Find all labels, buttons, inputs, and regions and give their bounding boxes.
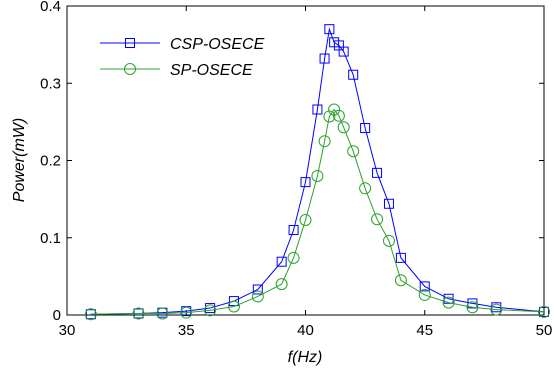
legend-label: SP-OSECE	[170, 62, 253, 79]
data-point-marker	[372, 167, 383, 178]
legend-marker	[124, 63, 136, 75]
data-point-marker	[395, 252, 406, 263]
data-point-marker	[251, 290, 264, 303]
data-point-marker	[338, 46, 349, 57]
data-point-marker	[538, 305, 550, 318]
y-tick-label: 0.2	[40, 153, 61, 170]
data-point-marker	[228, 296, 239, 307]
data-point-marker	[371, 213, 384, 226]
y-tick-label: 0.3	[40, 75, 61, 92]
data-point-marker	[359, 182, 372, 195]
data-point-marker	[132, 307, 145, 320]
legend-label: CSP-OSECE	[170, 36, 265, 53]
data-point-marker	[332, 109, 345, 122]
data-point-marker	[394, 274, 407, 287]
x-tick-label: 35	[178, 322, 195, 339]
data-point-marker	[300, 177, 311, 188]
data-point-marker	[204, 304, 217, 317]
data-point-marker	[419, 281, 430, 292]
data-point-marker	[382, 234, 395, 247]
data-point-marker	[276, 256, 287, 267]
data-point-marker	[360, 123, 371, 134]
legend-marker	[125, 38, 135, 48]
axis-ticks: 30 35 40 45 50 0 0.1 0.2 0.3 0.4	[40, 0, 552, 339]
data-point-marker	[180, 306, 193, 319]
x-axis-label: f(Hz)	[288, 349, 323, 366]
data-point-marker	[383, 198, 394, 209]
data-point-marker	[311, 169, 324, 182]
data-point-marker	[299, 213, 312, 226]
data-point-marker	[312, 104, 323, 115]
data-point-marker	[84, 308, 97, 321]
data-point-marker	[348, 69, 359, 80]
data-point-marker	[318, 135, 331, 148]
data-point-marker	[319, 53, 330, 64]
x-tick-label: 45	[416, 322, 433, 339]
x-tick-label: 30	[59, 322, 76, 339]
data-point-marker	[227, 300, 240, 313]
data-point-marker	[288, 225, 299, 236]
y-tick-label: 0.1	[40, 230, 61, 247]
series-line	[90, 108, 545, 315]
y-tick-label: 0	[53, 307, 61, 324]
series-sp-osece	[84, 103, 550, 321]
data-point-marker	[156, 307, 169, 320]
data-point-marker	[181, 306, 192, 317]
data-point-marker	[466, 301, 479, 314]
data-point-marker	[490, 303, 503, 316]
series-layer	[84, 24, 550, 321]
data-point-marker	[328, 103, 341, 116]
data-point-marker	[347, 145, 360, 158]
legend-box	[80, 28, 300, 84]
data-point-marker	[442, 296, 455, 309]
data-point-marker	[275, 278, 288, 291]
legend: CSP-OSECE SP-OSECE	[80, 28, 300, 84]
data-point-marker	[418, 288, 431, 301]
y-axis-label: Power(mW)	[11, 118, 28, 202]
data-point-marker	[252, 284, 263, 295]
y-tick-label: 0.4	[40, 0, 61, 15]
data-point-marker	[287, 251, 300, 264]
x-tick-label: 40	[297, 322, 314, 339]
data-point-marker	[324, 24, 335, 35]
data-point-marker	[337, 121, 350, 134]
x-tick-label: 50	[536, 322, 553, 339]
data-point-marker	[323, 110, 336, 123]
